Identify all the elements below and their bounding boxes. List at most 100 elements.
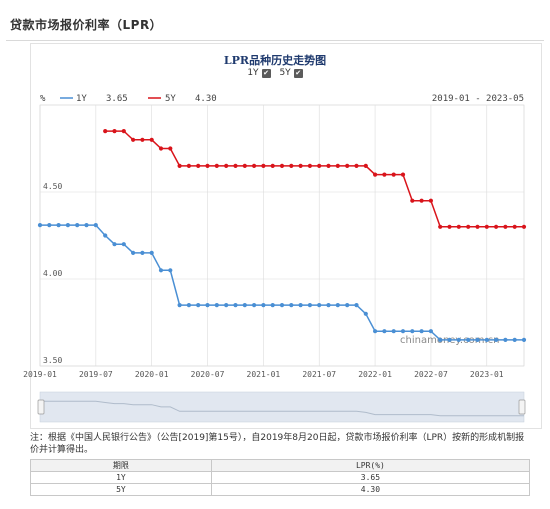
x-tick-label: 2020-07 [191,370,225,379]
data-point-1y [410,329,415,334]
table-cell-rate: 4.30 [210,483,531,496]
navigator-left-handle[interactable] [37,399,45,415]
checkbox-checked-icon[interactable]: ✔ [293,68,303,78]
x-tick-label: 2019-01 [23,370,57,379]
data-point-1y [466,337,471,342]
data-point-1y [168,268,173,273]
data-point-1y [214,303,219,308]
data-point-5y [438,224,443,229]
data-point-1y [233,303,238,308]
page-title: 贷款市场报价利率（LPR） [10,18,163,32]
navigator-right-handle[interactable] [518,399,526,415]
data-point-5y [400,172,406,177]
data-point-5y [261,163,266,168]
toggle-5y[interactable]: 5Y ✔ [279,68,303,78]
data-point-1y [447,337,452,342]
x-tick-label: 2021-01 [247,370,281,379]
y-tick-label: 4.00 [43,269,62,278]
data-point-1y [438,337,443,342]
table-header-term: 期限 [30,459,212,472]
chart-title: LPR品种历史走势图 [223,54,327,67]
footnote: 注：根据《中国人民银行公告》（公告[2019]第15号），自2019年8月20日… [30,433,525,455]
x-tick-label: 2019-07 [79,370,113,379]
data-point-5y [484,224,489,229]
data-point-5y [177,163,182,168]
data-point-5y [196,163,201,168]
data-point-1y [484,337,489,342]
data-point-1y [65,223,70,228]
data-point-1y [196,303,201,308]
data-point-5y [140,137,145,142]
checkbox-checked-icon[interactable]: ✔ [261,68,271,78]
series-line-5y [105,130,524,228]
data-point-1y [270,303,275,308]
data-point-1y [84,223,89,228]
data-point-1y [177,303,182,308]
navigator-track[interactable] [39,391,525,423]
data-point-1y [391,329,396,334]
data-point-5y [112,129,117,134]
plot-area [39,104,525,367]
data-point-1y [121,242,126,247]
data-point-5y [224,163,229,168]
data-point-5y [317,163,322,168]
data-point-5y [252,163,257,168]
data-point-5y [289,163,294,168]
data-point-5y [307,163,312,168]
legend-5y-value: 4.30 [195,94,217,104]
table-cell-rate: 3.65 [210,471,531,484]
series-toggles: 1Y ✔ 5Y ✔ [0,68,550,78]
table-cell-term: 1Y [30,471,212,484]
data-point-5y [521,224,527,229]
data-point-5y [391,172,396,177]
data-point-1y [37,223,43,228]
data-point-1y [149,250,154,255]
data-point-1y [326,303,331,308]
toggle-1y[interactable]: 1Y ✔ [247,68,271,78]
data-point-1y [363,311,368,316]
toggle-5y-label: 5Y [279,68,291,78]
data-point-1y [428,329,433,334]
legend: % 1Y 3.65 5Y 4.30 2019-01 - 2023-05 [40,94,524,104]
data-point-5y [373,172,378,177]
date-range-label: 2019-01 - 2023-05 [432,94,524,104]
data-point-1y [224,303,229,308]
data-point-1y [252,303,257,308]
data-point-5y [363,163,368,168]
data-point-5y [419,198,424,203]
data-point-1y [400,329,406,334]
data-point-5y [233,163,238,168]
data-point-1y [279,303,285,308]
data-point-5y [335,163,340,168]
navigator-series-outline [40,400,524,417]
grid-layer [39,104,525,367]
data-point-5y [466,224,471,229]
y-tick-label: 4.50 [43,182,62,191]
y-tick-label: 3.50 [43,356,62,365]
table-cell-term: 5Y [30,483,212,496]
range-navigator[interactable] [37,391,526,423]
data-point-1y [317,303,322,308]
data-point-1y [354,303,359,308]
table-row: 5Y 4.30 [30,483,531,496]
data-point-1y [289,303,294,308]
data-point-5y [168,146,173,151]
x-tick-label: 2021-07 [302,370,336,379]
data-point-1y [419,329,424,334]
data-point-5y [242,163,247,168]
data-point-1y [373,329,378,334]
data-point-1y [345,303,350,308]
table-header-row: 期限 LPR(%) [30,459,531,472]
axis-labels: 2019-01 2019-07 2020-01 2020-07 2021-01 2021-… [23,182,504,379]
data-point-5y [494,224,499,229]
data-point-1y [456,337,461,342]
data-point-5y [121,129,126,134]
x-tick-label: 2022-07 [414,370,448,379]
data-point-5y [326,163,331,168]
title-divider [6,40,544,41]
data-point-1y [158,268,164,273]
legend-1y-value: 3.65 [106,94,128,104]
lpr-table: 期限 LPR(%) 1Y 3.65 5Y 4.30 [30,459,531,496]
data-point-5y [447,224,452,229]
